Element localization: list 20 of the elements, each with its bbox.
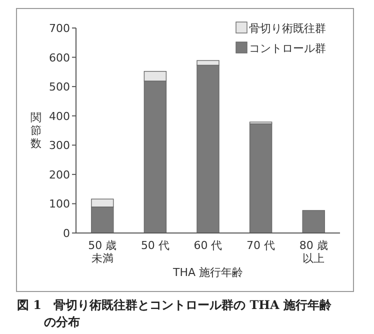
bar	[249, 123, 272, 234]
legend-label: 骨切り術既往群	[249, 22, 326, 35]
y-tick-label: 100	[49, 198, 70, 211]
y-tick-label: 700	[49, 22, 70, 35]
x-tick-label: 50 代	[140, 239, 170, 252]
bar	[302, 210, 325, 234]
legend-label: コントロール群	[249, 42, 326, 55]
y-tick-label: 400	[49, 110, 70, 123]
x-tick-label: 60 代	[194, 239, 222, 252]
y-tick-label: 200	[49, 168, 70, 182]
y-tick-label: 600	[49, 51, 70, 64]
caption: 図 1 骨切り術既往群とコントロール群の THA 施行年齢の分布	[17, 298, 332, 329]
y-tick-label: 500	[49, 80, 70, 94]
x-axis-title: THA 施行年齢	[172, 266, 244, 279]
x-tick-label: 70 代	[246, 239, 276, 252]
x-tick-label: 50 歳未満	[88, 239, 117, 265]
y-tick-label: 300	[49, 139, 70, 152]
y-axis-title: 関節数	[30, 111, 42, 150]
x-tick-label: 80 歳以上	[299, 239, 328, 265]
y-tick-label: 0	[63, 227, 70, 240]
